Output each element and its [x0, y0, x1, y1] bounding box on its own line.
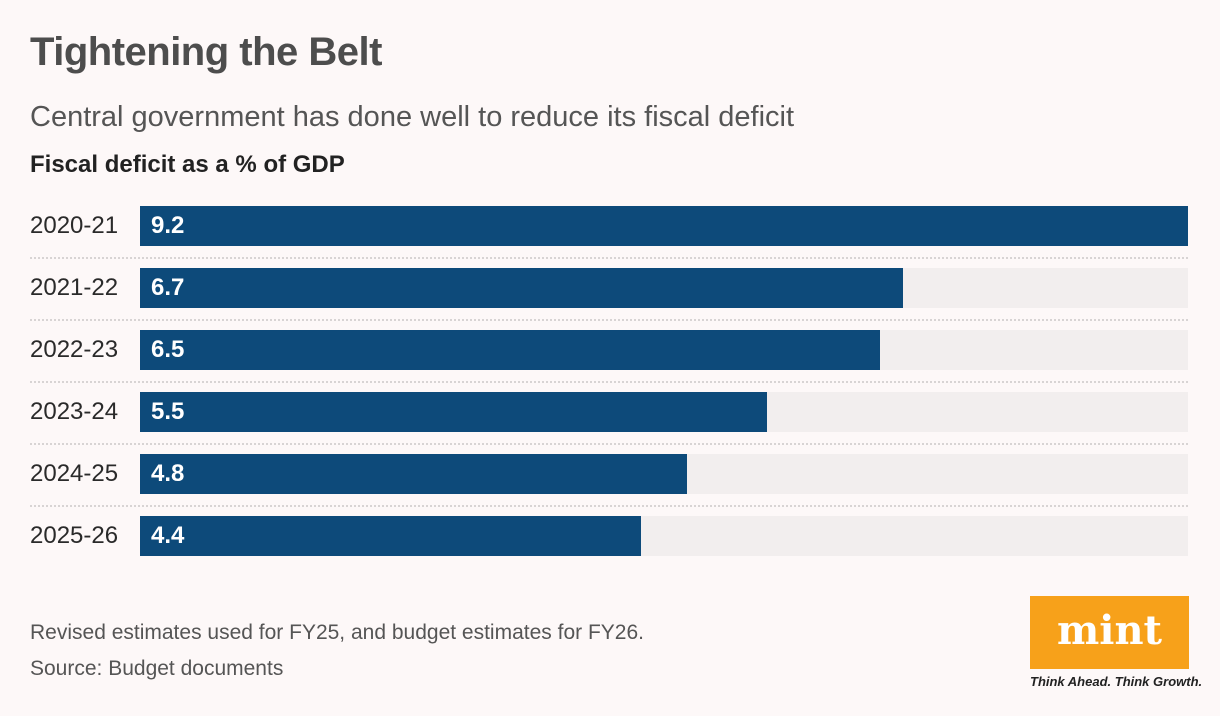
bar: 4.4 [140, 516, 642, 556]
bar: 4.8 [140, 454, 687, 494]
bar-track: 6.5 [140, 330, 1188, 370]
data-label: 4.4 [151, 522, 185, 549]
row-separator [30, 257, 1188, 259]
row-separator [30, 319, 1188, 321]
row-separator [30, 381, 1188, 383]
mint-logo: mint [1030, 596, 1189, 669]
bar-row: 2023-24 5.5 [0, 381, 1220, 432]
bar-row: 2024-25 4.8 [0, 443, 1220, 494]
row-separator [30, 443, 1188, 445]
data-label: 6.5 [151, 336, 185, 363]
row-separator [30, 505, 1188, 507]
bar-track: 6.7 [140, 268, 1188, 308]
chart-subtitle: Central government has done well to redu… [30, 101, 795, 133]
category-label: 2022-23 [30, 336, 119, 363]
category-label: 2024-25 [30, 460, 119, 487]
bar-track: 4.4 [140, 516, 1188, 556]
bar-track: 9.2 [140, 206, 1188, 246]
data-label: 4.8 [151, 460, 185, 487]
bar: 6.5 [140, 330, 881, 370]
measure-label: Fiscal deficit as a % of GDP [30, 151, 345, 178]
bar-track: 4.8 [140, 454, 1188, 494]
footnote: Revised estimates used for FY25, and bud… [30, 621, 644, 644]
bar-track: 5.5 [140, 392, 1188, 432]
category-label: 2021-22 [30, 274, 119, 301]
bar: 5.5 [140, 392, 767, 432]
bar: 6.7 [140, 268, 904, 308]
data-label: 6.7 [151, 274, 185, 301]
category-label: 2020-21 [30, 212, 119, 239]
bar-row: 2022-23 6.5 [0, 319, 1220, 370]
data-label: 9.2 [151, 212, 185, 239]
bar-row: 2021-22 6.7 [0, 257, 1220, 308]
chart-title: Tightening the Belt [30, 30, 382, 74]
category-label: 2023-24 [30, 398, 119, 425]
bar: 9.2 [140, 206, 1188, 246]
category-label: 2025-26 [30, 522, 119, 549]
data-label: 5.5 [151, 398, 185, 425]
bar-row: 2025-26 4.4 [0, 505, 1220, 556]
source-note: Source: Budget documents [30, 657, 284, 680]
bar-row: 2020-21 9.2 [0, 206, 1220, 246]
logo-tagline: Think Ahead. Think Growth. [1030, 674, 1203, 689]
